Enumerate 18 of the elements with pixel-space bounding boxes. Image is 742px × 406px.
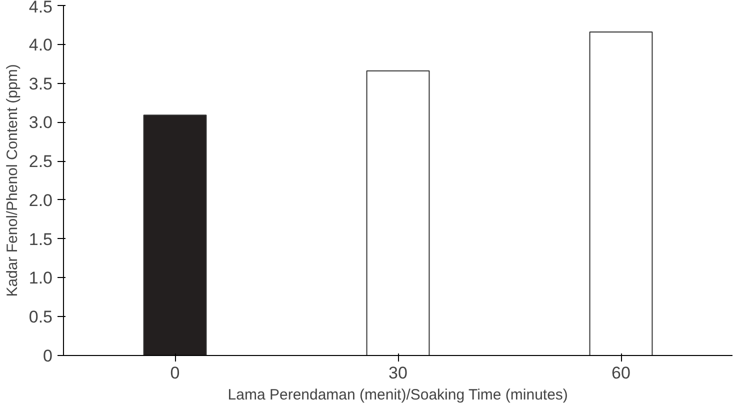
y-tick-label: 3.5 bbox=[28, 74, 53, 94]
y-tick-label: 1.5 bbox=[28, 230, 53, 249]
y-tick-label: 2.5 bbox=[28, 152, 53, 172]
bar bbox=[366, 70, 430, 356]
x-tick-label: 0 bbox=[170, 364, 180, 382]
x-tick-label: 60 bbox=[612, 364, 630, 382]
y-tick-label: 3.0 bbox=[28, 113, 53, 132]
y-tick-label: 1.0 bbox=[28, 268, 53, 288]
x-tick-label: 30 bbox=[388, 364, 408, 382]
y-tick-label: 0 bbox=[43, 346, 53, 366]
bar bbox=[589, 31, 653, 356]
bar bbox=[143, 114, 207, 356]
y-axis-title: Kadar Fenol/Phenol Content (ppm) bbox=[4, 64, 21, 297]
y-tick-label: 0.5 bbox=[28, 308, 53, 327]
y-tick-label: 4.0 bbox=[28, 35, 53, 54]
y-tick-label: 4.5 bbox=[28, 0, 53, 16]
x-axis-title: Lama Perendaman (menit)/Soaking Time (minutes) bbox=[228, 386, 568, 404]
y-tick-label: 2.0 bbox=[28, 190, 53, 210]
